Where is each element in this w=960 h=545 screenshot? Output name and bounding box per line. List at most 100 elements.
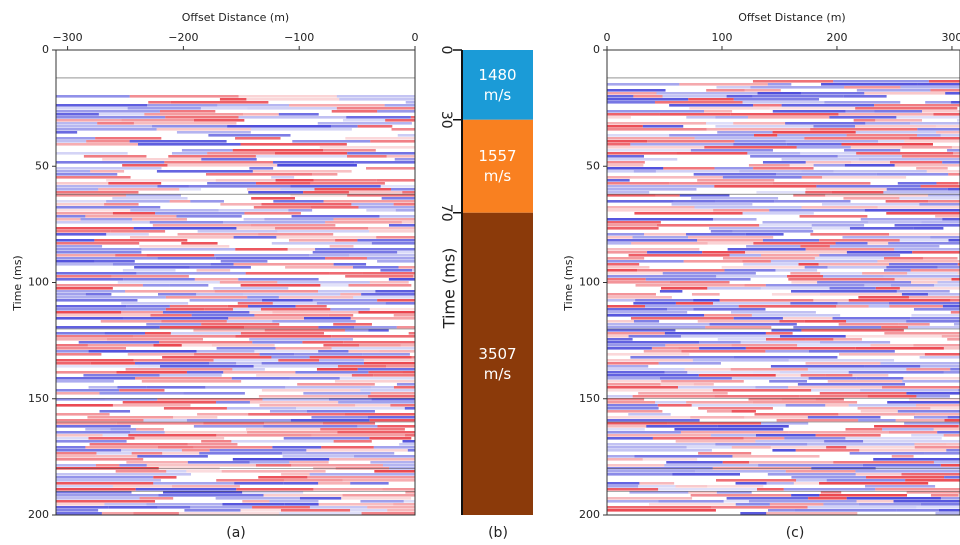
seismic-stripe — [658, 488, 757, 491]
seismic-stripe — [800, 374, 826, 377]
seismic-stripe — [275, 179, 314, 182]
seismic-stripe — [819, 239, 900, 242]
seismic-stripe — [756, 488, 784, 491]
seismic-stripe — [901, 473, 960, 476]
seismic-stripe — [899, 197, 960, 200]
seismic-stripe — [348, 350, 380, 353]
seismic-stripe — [276, 236, 377, 239]
seismic-stripe — [635, 284, 745, 287]
seismic-stripe — [634, 212, 743, 215]
seismic-stripe — [136, 428, 164, 431]
seismic-stripe — [116, 371, 187, 374]
seismic-stripe — [883, 275, 960, 278]
seismic-stripe — [607, 239, 698, 242]
seismic-stripe — [842, 236, 931, 239]
seismic-stripe — [222, 503, 285, 506]
seismic-stripe — [254, 350, 319, 353]
seismic-stripe — [243, 218, 265, 221]
seismic-stripe — [87, 344, 154, 347]
seismic-stripe — [237, 302, 273, 305]
seismic-stripe — [851, 161, 890, 164]
seismic-stripe — [765, 332, 793, 335]
seismic-stripe — [607, 344, 666, 347]
seismic-stripe — [807, 416, 881, 419]
seismic-stripe — [249, 338, 353, 341]
seismic-stripe — [942, 218, 960, 221]
seismic-stripe — [193, 425, 264, 428]
seismic-stripe — [950, 311, 960, 314]
seismic-stripe — [190, 506, 253, 509]
seismic-stripe — [96, 452, 132, 455]
seismic-stripe — [323, 200, 415, 203]
seismic-stripe — [928, 200, 960, 203]
seismic-stripe — [827, 266, 887, 269]
seismic-stripe — [256, 374, 352, 377]
seismic-stripe — [56, 392, 100, 395]
seismic-stripe — [607, 320, 634, 323]
seismic-stripe — [874, 110, 923, 113]
seismic-stripe — [753, 242, 836, 245]
seismic-stripe — [186, 419, 291, 422]
seismic-stripe — [866, 476, 945, 479]
seismic-stripe — [310, 182, 385, 185]
seismic-stripe — [329, 458, 415, 461]
seismic-stripe — [906, 491, 960, 494]
seismic-stripe — [135, 488, 237, 491]
seismic-stripe — [607, 377, 661, 380]
seismic-stripe — [291, 215, 380, 218]
seismic-stripe — [607, 227, 659, 230]
seismic-stripe — [867, 395, 917, 398]
seismic-stripe — [716, 275, 788, 278]
seismic-stripe — [669, 281, 730, 284]
seismic-stripe — [357, 239, 415, 242]
seismic-stripe — [797, 344, 871, 347]
seismic-stripe — [758, 464, 863, 467]
seismic-stripe — [166, 470, 187, 473]
seismic-stripe — [810, 128, 918, 131]
seismic-stripe — [264, 218, 334, 221]
seismic-stripe — [56, 359, 134, 362]
seismic-stripe — [810, 233, 890, 236]
seismic-stripe — [948, 239, 960, 242]
seismic-stripe — [909, 137, 960, 140]
seismic-stripe — [147, 104, 218, 107]
seismic-stripe — [249, 311, 273, 314]
seismic-stripe — [315, 248, 415, 251]
seismic-stripe — [727, 248, 806, 251]
seismic-stripe — [290, 419, 370, 422]
seismic-stripe — [261, 203, 352, 206]
seismic-stripe — [820, 293, 902, 296]
seismic-stripe — [607, 143, 631, 146]
seismic-stripe — [845, 335, 942, 338]
seismic-stripe — [793, 482, 820, 485]
seismic-stripe — [694, 206, 802, 209]
seismic-stripe — [886, 188, 948, 191]
seismic-stripe — [247, 431, 338, 434]
seismic-stripe — [607, 395, 633, 398]
seismic-stripe — [171, 152, 208, 155]
seismic-stripe — [794, 509, 897, 512]
seismic-stripe — [688, 491, 717, 494]
seismic-stripe — [56, 221, 150, 224]
seismic-stripe — [825, 194, 929, 197]
seismic-stripe — [922, 257, 958, 260]
seismic-stripe — [799, 395, 868, 398]
seismic-stripe — [335, 239, 358, 242]
seismic-stripe — [691, 404, 786, 407]
seismic-stripe — [867, 242, 889, 245]
seismic-stripe — [56, 116, 166, 119]
seismic-stripe — [722, 176, 802, 179]
seismic-stripe — [607, 140, 648, 143]
y-axis-title: Time (ms) — [11, 255, 24, 311]
seismic-stripe — [693, 383, 714, 386]
seismic-stripe — [56, 128, 157, 131]
seismic-stripe — [285, 266, 353, 269]
seismic-stripe — [222, 221, 326, 224]
seismic-stripe — [181, 242, 218, 245]
seismic-stripe — [878, 140, 905, 143]
seismic-stripe — [790, 302, 838, 305]
seismic-stripe — [607, 188, 697, 191]
seismic-stripe — [56, 365, 139, 368]
seismic-stripe — [319, 359, 364, 362]
seismic-stripe — [678, 347, 700, 350]
